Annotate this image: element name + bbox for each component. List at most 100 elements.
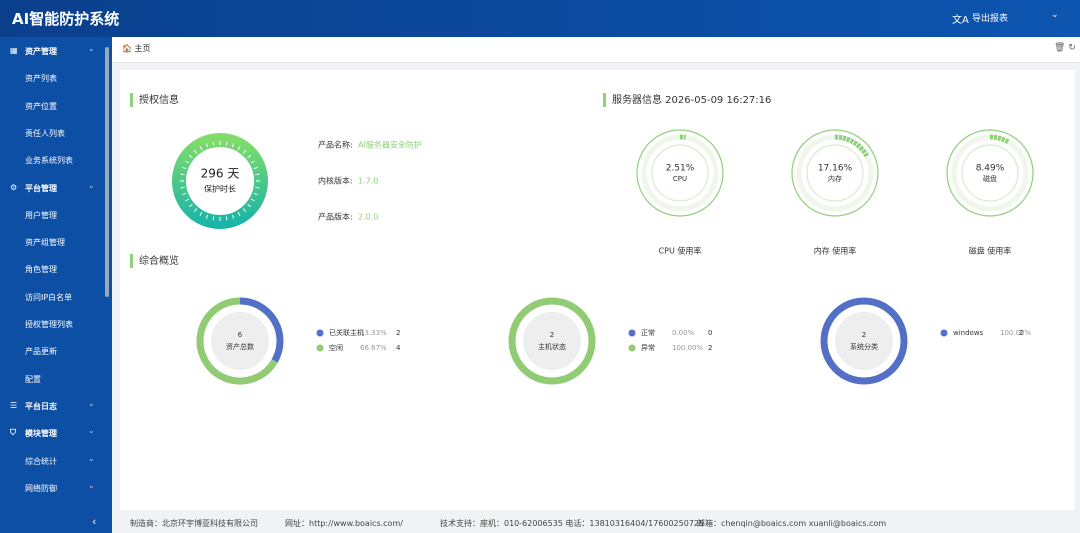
donut-center — [523, 312, 581, 370]
menu-icon: ▦ — [10, 46, 18, 55]
field-value: 2.0.0 — [358, 213, 378, 222]
footer-text: 邮箱：chenqin@boaics.com xuanli@boaics.com — [697, 519, 887, 528]
menu-item[interactable]: 产品更新 — [25, 347, 57, 357]
home-tab[interactable]: 🏠 主页 — [122, 44, 151, 53]
donut-name: 系统分类 — [850, 342, 878, 351]
section-marker — [130, 93, 133, 107]
field-label: 产品版本: — [318, 212, 353, 222]
ring-tick — [253, 166, 258, 170]
ring-tick — [247, 154, 251, 159]
menu-item[interactable]: 业务系统列表 — [25, 156, 73, 166]
sidebar: ▦ 资产管理 ⌄ 资产列表资产位置责任人列表业务系统列表 ⚙ 平台管理 ⌄ 用户管理资产组管理… — [0, 37, 112, 533]
ring-tick — [199, 146, 203, 151]
ring-tick — [247, 203, 251, 208]
section-title: 服务器信息 2026-05-09 16:27:16 — [612, 93, 771, 106]
ring-tick — [237, 146, 241, 151]
ring-tick — [242, 150, 247, 154]
donut-segment — [196, 297, 278, 385]
menu-group[interactable]: 资产管理 — [25, 47, 57, 56]
menu-group[interactable]: 平台日志 — [25, 401, 57, 411]
donut-name: 主机状态 — [538, 342, 566, 351]
field-value: 1.7.0 — [358, 177, 378, 186]
collapse-button[interactable]: ‹ — [92, 515, 97, 528]
ring-tick — [225, 216, 228, 221]
menu-chevron[interactable]: ⌄ — [88, 453, 95, 463]
menu-icon: ⚙ — [10, 182, 18, 192]
gauge-name: CPU — [673, 175, 687, 183]
gauge-caption: CPU 使用率 — [659, 246, 702, 256]
donut-name: 资产总数 — [226, 342, 254, 351]
menu-group[interactable]: 模块管理 — [25, 429, 57, 439]
legend-percent: 0.00% — [672, 329, 695, 337]
gauge-caption: 内存 使用率 — [814, 246, 857, 256]
ring-tick — [182, 192, 187, 196]
donut-center — [211, 312, 269, 370]
ring-tick — [189, 203, 193, 208]
legend-name: 异常 — [641, 343, 655, 352]
menu-item[interactable]: 授权管理列表 — [25, 320, 73, 329]
legend-count: 0 — [708, 329, 712, 337]
gauge-name: 磁盘 — [983, 174, 997, 183]
ring-tick — [180, 186, 185, 189]
menu-item[interactable]: 访问IP白名单 — [25, 292, 73, 302]
gauge-caption: 磁盘 使用率 — [969, 246, 1012, 256]
ring-tick — [212, 216, 215, 221]
section-marker — [130, 254, 133, 268]
menu-chevron[interactable]: ⌄ — [88, 180, 95, 190]
gauge-inner — [961, 144, 1019, 202]
top-bar: AI智能防护系统 文A 导出报表 ⌄ — [0, 0, 1080, 37]
donut-total: 6 — [238, 331, 243, 339]
menu-item[interactable]: 配置 — [25, 374, 41, 384]
menu-chevron[interactable]: ⌄ — [88, 398, 95, 408]
gauge-outer — [946, 129, 1034, 217]
content-panel: 授权信息 296 天保护时长 产品名称: AI服务器安全防护 内核版本: 1.7.0 产品版… — [120, 70, 1075, 510]
tab-label[interactable]: 主页 — [134, 44, 151, 53]
tab-actions[interactable]: 🗑 ↻ — [1054, 43, 1076, 53]
ring-tick — [185, 160, 190, 164]
donut-center — [835, 312, 893, 370]
menu-chevron[interactable]: ⌄ — [88, 44, 95, 53]
gauge-value: 2.51% — [666, 164, 695, 174]
menu-item[interactable]: 资产位置 — [25, 101, 57, 111]
menu-item[interactable]: 综合统计 — [25, 456, 57, 466]
menu-chevron[interactable]: ⌄ — [88, 426, 95, 436]
ring-tick — [242, 208, 247, 212]
ring-tick — [185, 198, 190, 202]
menu-item[interactable]: 资产组管理 — [25, 238, 65, 248]
export-button[interactable]: 导出报表 — [972, 14, 1009, 24]
section-title: 授权信息 — [139, 93, 179, 106]
legend-dot — [628, 329, 636, 337]
scrollbar — [105, 47, 109, 297]
gauge-bar — [989, 134, 1010, 145]
ring-tick — [182, 166, 187, 170]
menu-item[interactable]: 角色管理 — [25, 265, 57, 275]
donut-total: 2 — [862, 331, 866, 339]
gauge-track — [951, 134, 1029, 212]
menu-item[interactable]: 资产列表 — [25, 74, 57, 84]
menu-chevron[interactable]: ⌄ — [88, 480, 95, 490]
protection-ring — [172, 133, 268, 229]
menu-item[interactable]: 用户管理 — [25, 210, 57, 220]
footer-text: 网址：http://www.boaics.com/ — [285, 519, 403, 528]
legend-dot — [316, 344, 324, 352]
ring-tick — [237, 211, 241, 216]
menu-item[interactable]: 责任人列表 — [25, 128, 65, 138]
donut-segment — [820, 297, 908, 385]
legend-dot — [316, 329, 324, 337]
donut-segment — [508, 297, 596, 385]
gauge-outer — [791, 129, 879, 217]
dropdown-chevron[interactable]: ⌄ — [1051, 10, 1059, 20]
app-title: AI智能防护系统 — [12, 10, 120, 28]
legend-percent: 66.67% — [360, 344, 387, 352]
legend-name: 空闲 — [329, 343, 343, 352]
tab-bar: 🏠 主页 🗑 ↻ — [112, 37, 1080, 63]
menu-group[interactable]: 平台管理 — [25, 183, 57, 193]
gauge-track — [641, 134, 719, 212]
translate-icon: 文A — [952, 15, 969, 26]
ring-tick — [205, 143, 209, 148]
gauge-value: 8.49% — [976, 164, 1005, 174]
menu-item[interactable]: 网络防御 — [25, 483, 57, 493]
gauge-value: 17.16% — [818, 164, 853, 174]
